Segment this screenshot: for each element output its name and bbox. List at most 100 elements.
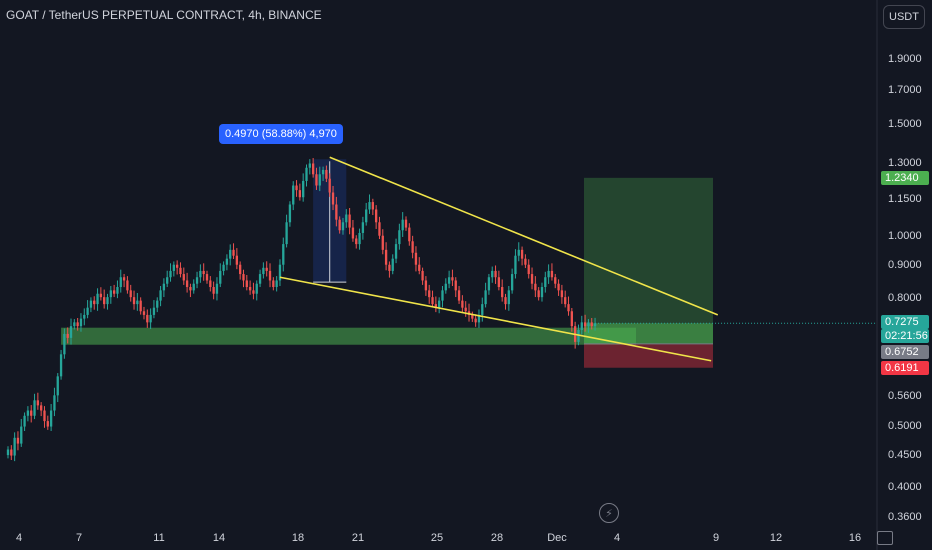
candle (169, 263, 172, 282)
y-tick-label: 0.5600 (888, 390, 922, 402)
candle-body (311, 163, 315, 175)
candle-body (444, 283, 447, 291)
candle (96, 288, 99, 311)
candle-body (414, 252, 418, 265)
candle (418, 257, 421, 275)
candle (464, 301, 467, 317)
candle (388, 261, 391, 278)
candle-body (381, 235, 384, 250)
candle (431, 290, 434, 308)
y-tick-label: 0.4000 (888, 481, 922, 493)
candle (36, 392, 40, 410)
candle (83, 308, 86, 326)
candle (560, 284, 564, 304)
candle-body (365, 209, 368, 223)
candle (564, 290, 567, 308)
currency-button[interactable]: USDT (883, 5, 925, 29)
candle-body (447, 277, 451, 284)
candle (544, 271, 547, 293)
candle (73, 319, 76, 330)
x-tick-label: 7 (75, 532, 83, 544)
candle (182, 267, 185, 285)
candle-body (520, 249, 524, 259)
candle-body (69, 326, 73, 338)
lightning-icon[interactable]: ⚡ (599, 503, 619, 523)
candle-body (457, 290, 461, 301)
candle-body (361, 222, 365, 233)
candle-body (132, 297, 136, 305)
candle (268, 263, 272, 288)
candle (451, 269, 454, 287)
candle-body (577, 330, 580, 342)
candle-body (40, 405, 43, 411)
candle (361, 216, 365, 240)
candle (149, 308, 152, 330)
candle (401, 212, 404, 237)
reset-chart-icon[interactable] (877, 531, 893, 545)
candle-body (199, 270, 202, 278)
candle-body (268, 270, 272, 281)
candle-body (225, 258, 229, 265)
candle-body (172, 264, 175, 271)
candle (16, 431, 20, 451)
candle-body (295, 185, 298, 191)
candle (10, 445, 13, 461)
profit-fill (584, 323, 713, 344)
candle (384, 242, 388, 271)
candle (175, 260, 179, 275)
candle (56, 373, 59, 403)
candle (26, 406, 30, 422)
x-tick-label: 21 (351, 532, 365, 544)
candle-body (235, 255, 239, 265)
candle (232, 243, 235, 260)
candle-body (560, 290, 564, 298)
candle (481, 297, 484, 322)
candle-body (169, 270, 172, 278)
candle (189, 283, 192, 298)
candle (49, 403, 53, 431)
candle-body (149, 314, 152, 323)
y-tick-label: 0.9000 (888, 259, 922, 271)
target-zone (584, 177, 713, 344)
trendline-lower (279, 276, 712, 362)
countdown-tag: 02:21:56 (881, 329, 929, 343)
candle-body (272, 280, 275, 288)
candle (494, 265, 497, 284)
candle-body (73, 322, 76, 327)
candle (308, 159, 311, 175)
candle-body (408, 227, 411, 242)
candle-body (507, 290, 510, 305)
candle-body (156, 300, 159, 308)
candle (517, 242, 520, 262)
candle-body (76, 322, 79, 327)
y-tick-label: 0.4500 (888, 449, 922, 461)
candle (109, 285, 112, 304)
candle (205, 270, 209, 284)
candle-body (318, 174, 321, 186)
candle-body (99, 293, 103, 298)
candle-body (481, 304, 484, 315)
candle (255, 280, 258, 301)
candle-body (103, 297, 106, 305)
candle-body (139, 300, 142, 312)
candle (112, 284, 116, 298)
candle-body (554, 277, 557, 284)
candle (139, 297, 142, 315)
candle-body (239, 264, 242, 275)
candle-body (358, 232, 361, 245)
candle (374, 205, 378, 229)
candle (282, 237, 285, 272)
candle (179, 262, 182, 278)
candle-body (116, 287, 119, 294)
candle-body (59, 354, 63, 377)
candle (199, 264, 202, 283)
candle (365, 202, 368, 226)
y-tick-label: 0.8000 (888, 292, 922, 304)
candle (59, 349, 63, 380)
candle-body (242, 274, 245, 281)
candle-body (298, 190, 302, 198)
candle (215, 277, 219, 301)
candle (99, 287, 103, 301)
candle-body (285, 222, 288, 245)
